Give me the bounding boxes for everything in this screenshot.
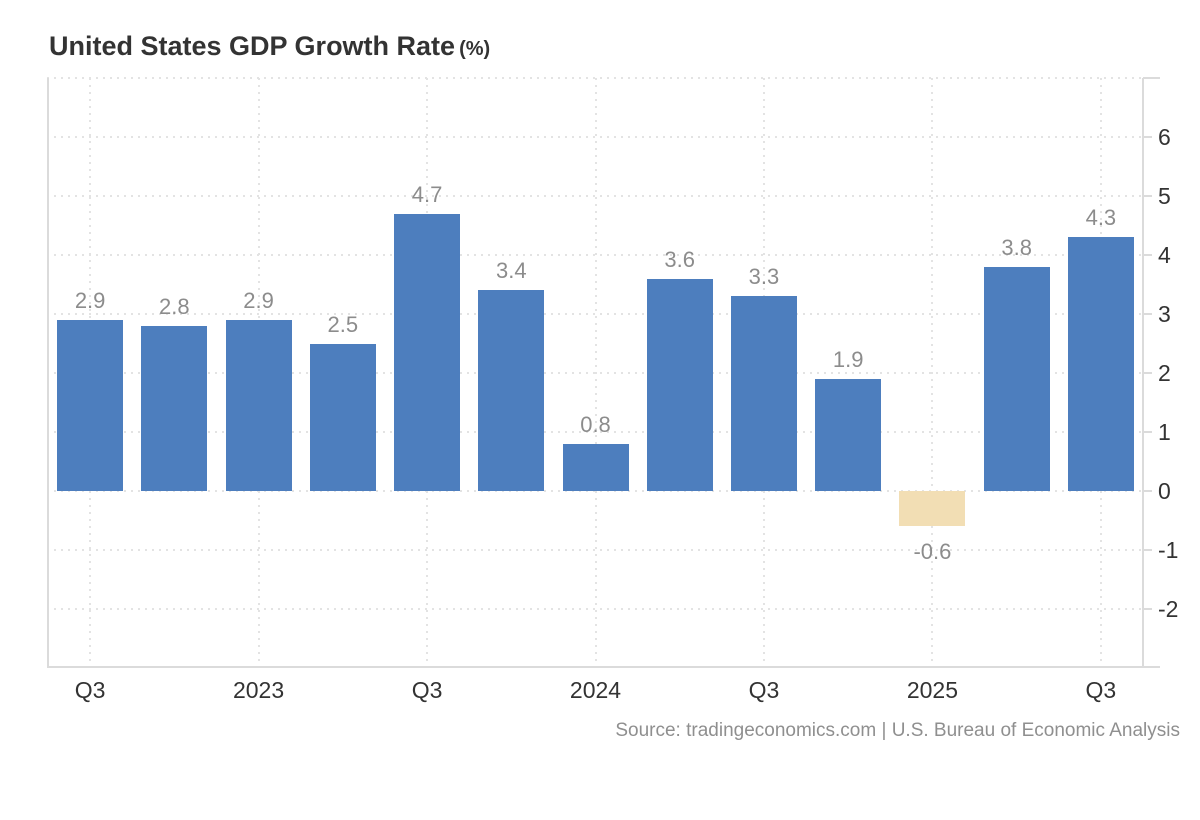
y-axis-tick-label: 4 xyxy=(1158,242,1171,268)
x-axis-tick-label: Q3 xyxy=(748,677,780,703)
y-axis-tick xyxy=(1144,372,1152,374)
bar[interactable] xyxy=(141,325,208,491)
y-axis-tick-label: 3 xyxy=(1158,301,1171,327)
axis-corner-tick-top xyxy=(1143,77,1160,79)
y-axis-tick xyxy=(1144,490,1152,492)
bar[interactable] xyxy=(478,290,545,491)
bar-value-label: 2.5 xyxy=(327,311,359,337)
bar[interactable] xyxy=(1067,237,1134,491)
y-axis-tick xyxy=(1144,608,1152,610)
x-axis-tick-label: 2024 xyxy=(569,677,622,703)
bar[interactable] xyxy=(394,213,461,491)
bar[interactable] xyxy=(730,296,797,491)
bar-value-label: 3.3 xyxy=(748,264,780,290)
y-axis-tick xyxy=(1144,313,1152,315)
bar-value-label: 0.8 xyxy=(580,411,611,437)
axis-border-left xyxy=(47,78,49,668)
v-gridline xyxy=(594,78,597,668)
chart-title-text: United States GDP Growth Rate xyxy=(49,31,456,61)
bar-value-label: 3.8 xyxy=(1001,234,1032,260)
chart-title: United States GDP Growth Rate (%) xyxy=(49,31,490,62)
x-axis-tick-label: 2023 xyxy=(232,677,285,703)
source-attribution: Source: tradingeconomics.com | U.S. Bure… xyxy=(615,720,1180,741)
y-axis-tick xyxy=(1144,195,1152,197)
x-axis-tick-label: Q3 xyxy=(1085,677,1117,703)
y-axis-tick-label: 1 xyxy=(1158,419,1171,445)
y-axis-tick xyxy=(1144,431,1152,433)
bar-value-label: 1.9 xyxy=(832,346,864,372)
bar[interactable] xyxy=(646,278,713,491)
chart-title-unit: (%) xyxy=(459,38,491,60)
x-axis-tick-label: 2025 xyxy=(906,677,958,703)
bar[interactable] xyxy=(57,319,124,491)
y-axis-tick xyxy=(1144,136,1152,138)
bar[interactable] xyxy=(983,266,1050,491)
y-axis-tick-label: 6 xyxy=(1158,124,1171,150)
x-axis-tick-label: Q3 xyxy=(411,677,443,703)
bar[interactable] xyxy=(562,443,629,491)
bar-value-label: 3.4 xyxy=(495,258,527,284)
bar[interactable] xyxy=(309,343,376,491)
bar-value-label: 2.9 xyxy=(74,287,106,313)
y-axis-tick xyxy=(1144,549,1152,551)
y-axis-tick-label: -1 xyxy=(1158,537,1179,563)
y-axis-tick-label: 2 xyxy=(1158,360,1171,386)
x-axis-tick-label: Q3 xyxy=(74,677,106,703)
bar[interactable] xyxy=(899,491,966,527)
v-gridline xyxy=(931,78,934,668)
y-axis-tick-label: -2 xyxy=(1158,596,1179,622)
bar-value-label: 2.8 xyxy=(159,293,190,319)
bar-value-label: 4.7 xyxy=(411,181,443,207)
axis-border-right xyxy=(1142,78,1144,668)
bar-value-label: 3.6 xyxy=(664,246,696,272)
bar-value-label: -0.6 xyxy=(913,539,952,565)
bar[interactable] xyxy=(225,319,292,491)
bar-value-label: 2.9 xyxy=(243,287,274,313)
axis-border-bottom xyxy=(47,666,1160,668)
bar[interactable] xyxy=(815,378,882,491)
bar-value-label: 4.3 xyxy=(1085,205,1117,231)
y-axis-tick-label: 0 xyxy=(1158,478,1171,504)
y-axis-tick-label: 5 xyxy=(1158,183,1171,209)
y-axis-tick xyxy=(1144,254,1152,256)
